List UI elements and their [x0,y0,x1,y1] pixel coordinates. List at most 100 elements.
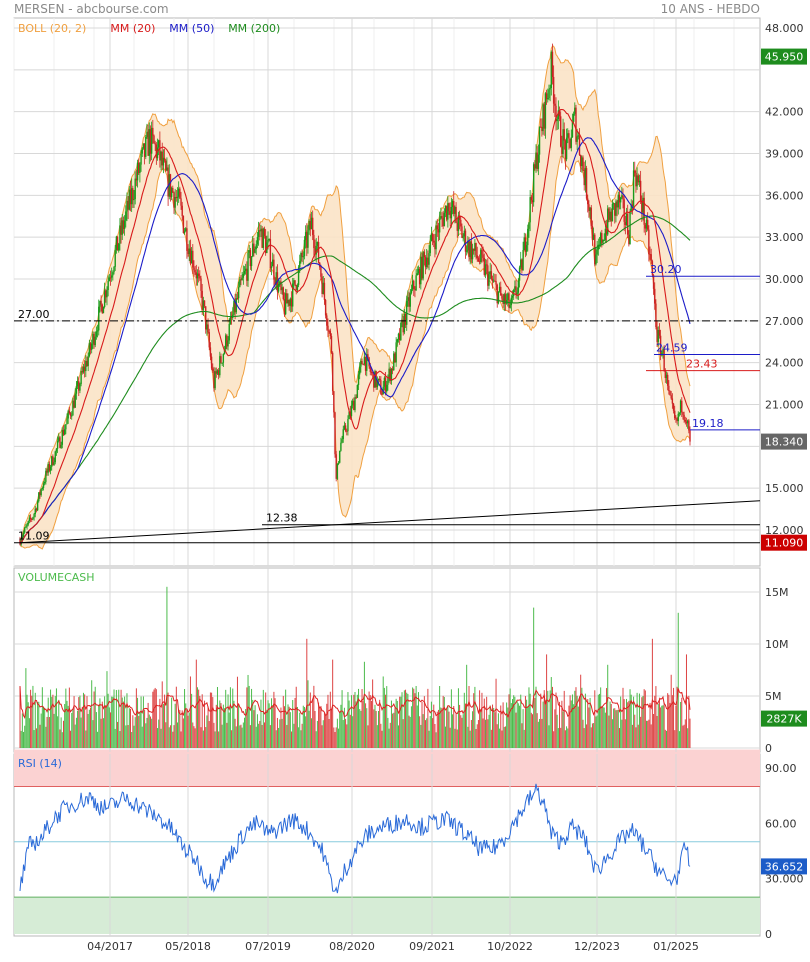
candle-body [115,236,118,251]
candle-body [504,294,507,304]
volume-bar [160,728,162,748]
candle-body [555,105,557,122]
candle-body [517,280,520,293]
candle-body [658,330,661,336]
candle-body [336,463,339,479]
candle-body [629,211,631,245]
candle-body [38,492,40,502]
legend-mm: MM (50) [169,22,214,35]
candle-body [341,439,343,443]
candle-body [497,291,500,304]
candle-body [272,259,274,267]
rsi-line [19,783,691,894]
volume-bar [622,687,624,748]
candle-body [529,197,531,223]
volume-bar [352,716,354,748]
volume-bar [120,689,122,748]
volume-bar [500,705,502,748]
candle-body [75,386,78,394]
candle-body [166,167,168,171]
volume-bar [239,725,241,748]
candle-body [389,368,391,382]
candle-body [190,250,193,264]
volume-bar [523,729,525,748]
candle-body [604,228,607,240]
candle-body [233,300,235,315]
candle-body [45,470,47,482]
candle-body [453,200,455,214]
candle-body [200,278,202,291]
candle-body [530,197,533,201]
rsi-y-tick-label: 0 [765,928,772,941]
candle-body [447,203,449,220]
volume-bar [47,697,49,748]
volume-bar [381,730,383,748]
candle-body [186,228,188,251]
candle-body [74,393,76,408]
candle-body [324,299,327,316]
volume-bar [579,696,581,748]
volume-bar [219,700,221,748]
candle-body [138,162,140,174]
volume-bar [202,730,204,748]
candle-body [373,372,375,388]
volume-bar [618,728,620,748]
volume-bar [665,730,667,748]
candle-body [326,315,328,326]
candle-body [482,254,484,258]
volume-bar [175,686,177,748]
candle-body [188,248,190,254]
vol-y-tick-label: 10M [765,638,789,651]
volume-bar [31,695,33,748]
volume-bar [675,705,677,748]
candle-body [83,366,86,372]
candle-body [78,381,80,391]
candle-body [314,248,316,255]
volume-bar [211,692,213,748]
candle-body [51,456,53,467]
volume-bar [216,686,218,748]
volume-bar [494,712,496,748]
volume-bar [278,727,280,748]
volume-bar [111,696,113,748]
volume-bar [658,697,660,748]
mm50-line [19,137,691,545]
candle-body [501,295,503,299]
candle-body [36,501,39,511]
rsi-y-tick-label: 90.00 [765,762,797,775]
volume-average-line [19,686,691,720]
vol-y-tick-label: 5M [765,690,782,703]
volume-bar [400,696,402,748]
volume-bar [233,700,235,748]
volume-bar [187,715,189,748]
candle-body [196,273,199,279]
volume-bar [267,700,269,748]
volume-bar [152,691,154,748]
candle-body [126,200,128,212]
y-tick-label: 39.000 [765,148,804,161]
candle-body [665,374,668,379]
bollinger-lower-line [19,155,691,550]
candle-body [181,205,183,216]
volume-bar [394,708,396,748]
volume-bar [688,695,690,748]
candle-body [531,200,534,203]
volume-bar [200,727,202,748]
volume-bar [325,715,327,748]
candle-body [548,89,550,99]
volume-bar [275,730,277,748]
volume-bar [513,695,515,748]
candle-body [391,368,394,371]
volume-bar [153,689,155,748]
candle-body [650,254,652,262]
candle-body [199,276,201,279]
candle-body [310,217,313,230]
candle-body [679,400,682,413]
volume-bar [246,687,248,748]
volume-bar [274,698,276,748]
candle-body [63,429,66,435]
volume-bar [232,688,234,748]
volume-bar [238,704,240,748]
volume-bar [643,689,645,748]
volume-bar [302,705,304,748]
